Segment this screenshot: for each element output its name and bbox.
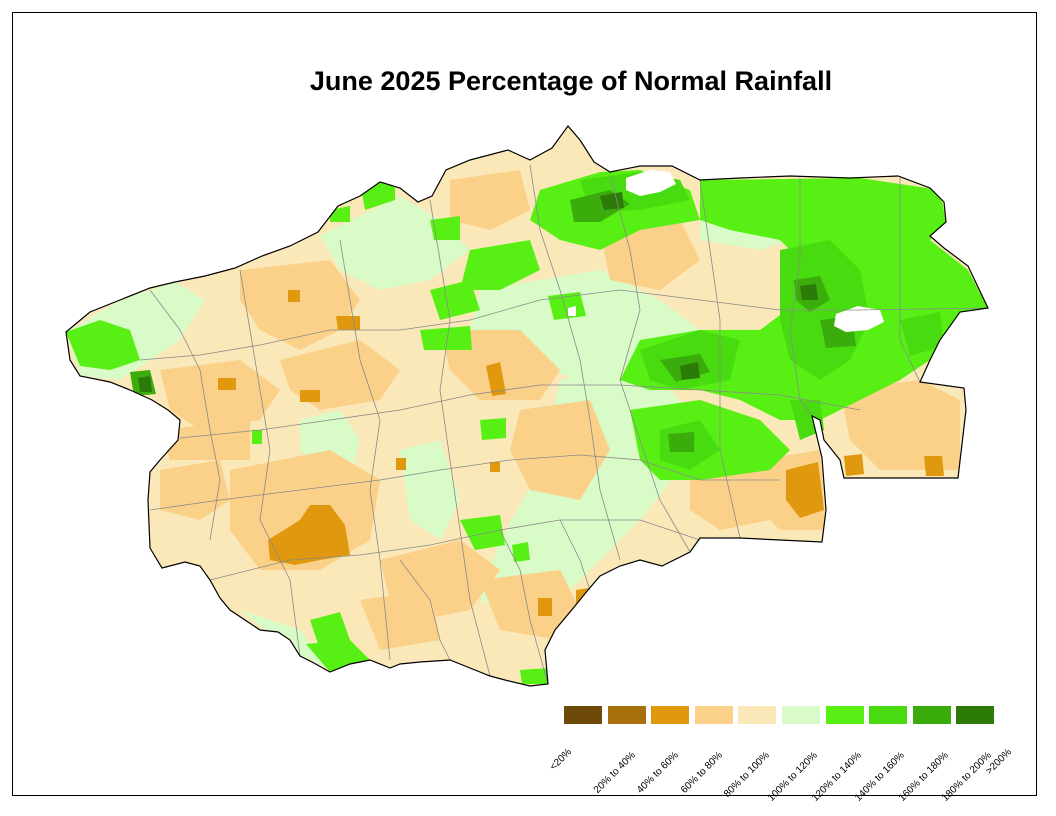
county-lines: [139, 164, 989, 685]
map-title: June 2025 Percentage of Normal Rainfall: [309, 66, 833, 96]
map-frame: [12, 12, 1037, 796]
zone-over-200: [568, 170, 884, 332]
zone-40-60: [218, 290, 944, 616]
zone-180-200: [138, 192, 818, 392]
rainfall-shading: [66, 170, 988, 684]
state-outline: [65, 125, 989, 687]
